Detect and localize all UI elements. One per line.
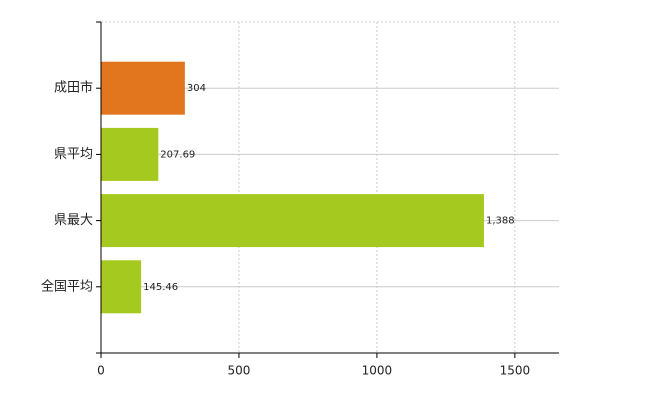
bar xyxy=(101,194,484,248)
y-tick-label: 全国平均 xyxy=(41,278,93,294)
x-tick-label: 0 xyxy=(97,364,105,378)
bar xyxy=(101,61,185,115)
x-tick-label: 1500 xyxy=(500,364,531,378)
y-tick-label: 県最大 xyxy=(54,213,93,228)
y-tick-label: 成田市 xyxy=(54,80,93,96)
bar xyxy=(101,260,142,314)
value-label: 145.46 xyxy=(143,282,178,293)
y-tick-label: 県平均 xyxy=(54,147,93,162)
x-tick-label: 1000 xyxy=(362,364,393,378)
x-tick-label: 500 xyxy=(227,364,250,378)
value-label: 1,388 xyxy=(486,216,515,227)
value-label: 304 xyxy=(187,83,206,94)
bar xyxy=(101,127,159,181)
value-label: 207.69 xyxy=(160,149,195,160)
